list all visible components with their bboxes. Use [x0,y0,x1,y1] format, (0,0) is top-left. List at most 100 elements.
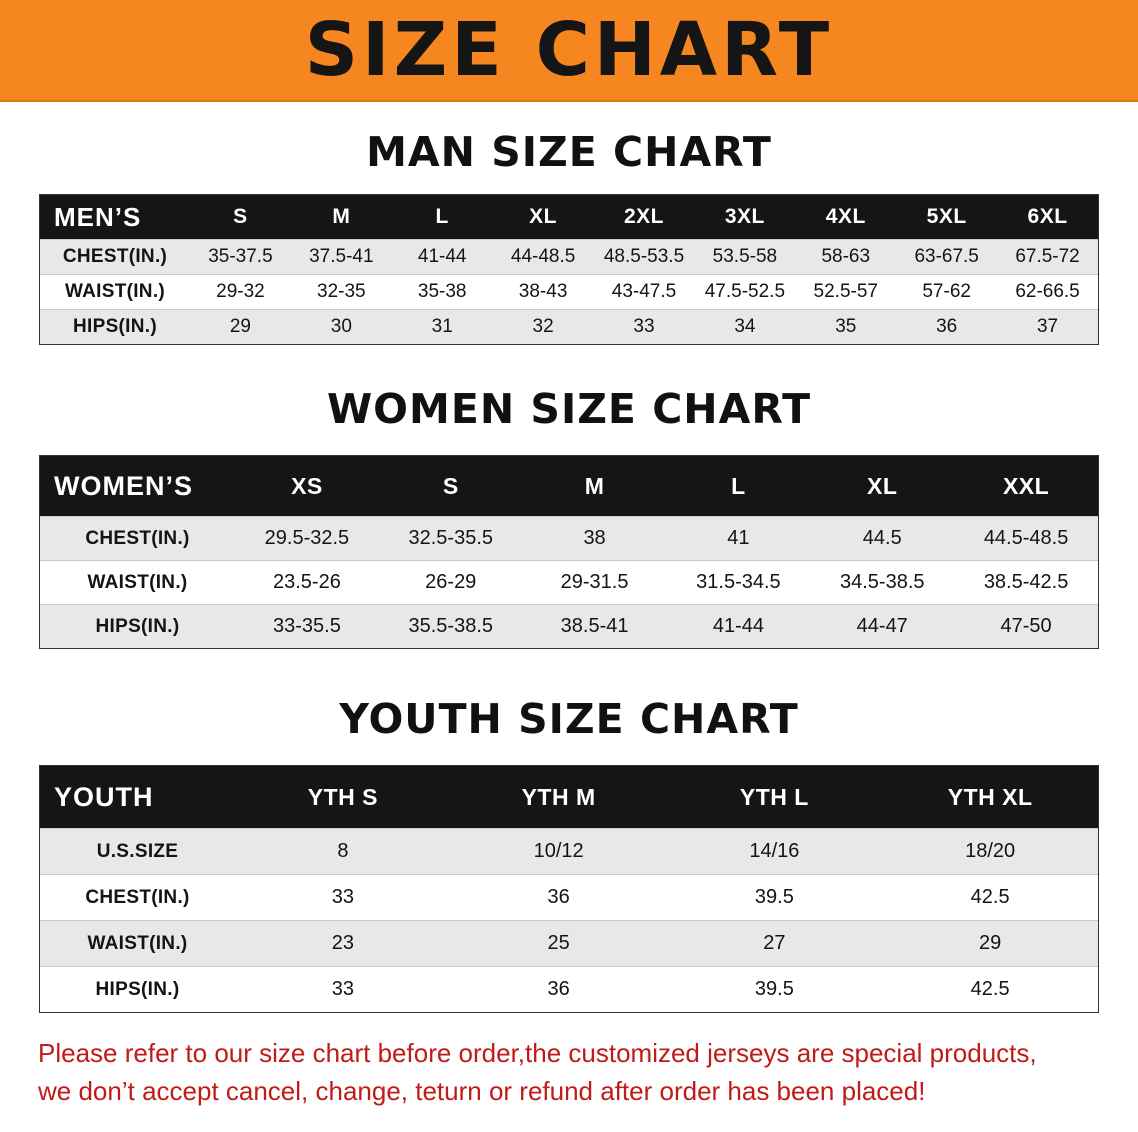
table-header-cell: YOUTH [54,781,154,812]
table-cell: 33-35.5 [272,615,341,637]
order-policy-note: Please refer to our size chart before or… [38,1035,1100,1110]
table-header-cell: XL [529,205,558,228]
order-policy-line-1: Please refer to our size chart before or… [38,1038,1037,1068]
row-label: HIPS(IN.) [95,615,180,637]
table-header-cell: YTH S [307,783,378,810]
table-cell: 26-29 [425,571,477,593]
size-chart-banner: SIZE CHART [0,0,1138,102]
table-header-cell: MEN’S [54,201,142,232]
youth-size-chart-heading: YOUTH SIZE CHART [339,695,799,743]
table-row-chest: CHEST(IN.) 29.5-32.5 32.5-35.5 38 41 44.… [40,516,1098,560]
table-cell: 14/16 [749,840,800,862]
table-cell: 35.5-38.5 [408,615,493,637]
table-row-waist: WAIST(IN.) 23 25 27 29 [40,920,1098,966]
table-cell: 10/12 [533,840,584,862]
table-header-cell: XXL [1002,472,1050,499]
table-cell: 38 [583,527,606,549]
table-row-hips: HIPS(IN.) 33 36 39.5 42.5 [40,966,1098,1012]
table-cell: 57-62 [922,281,971,302]
table-header-cell: 6XL [1027,205,1068,228]
table-row-chest: CHEST(IN.) 35-37.5 37.5-41 41-44 44-48.5… [40,239,1098,274]
table-cell: 37 [1036,316,1059,337]
table-cell: 36 [936,316,958,337]
table-cell: 48.5-53.5 [603,246,685,267]
table-header-cell: L [731,472,746,499]
table-cell: 34.5-38.5 [839,571,925,593]
mens-table-header-row: MEN’S S M L XL 2XL 3XL 4XL 5XL 6XL [40,195,1098,239]
table-cell: 29.5-32.5 [264,527,350,549]
table-header-cell: YTH L [739,783,809,810]
table-cell: 29-31.5 [560,571,629,593]
table-row-waist: WAIST(IN.) 23.5-26 26-29 29-31.5 31.5-34… [40,560,1098,604]
table-cell: 58-63 [821,246,871,267]
row-label: CHEST(IN.) [62,246,168,267]
table-cell: 32.5-35.5 [408,527,493,549]
table-cell: 38.5-41 [560,615,629,637]
table-cell: 36 [547,978,570,1000]
table-cell: 29 [979,932,1002,954]
table-cell: 47.5-52.5 [704,281,786,302]
table-cell: 39.5 [754,886,794,908]
table-header-cell: XL [867,472,898,499]
table-row-chest: CHEST(IN.) 33 36 39.5 42.5 [40,874,1098,920]
table-header-cell: YTH XL [947,783,1033,810]
table-cell: 53.5-58 [712,246,778,267]
mens-size-table: MEN’S S M L XL 2XL 3XL 4XL 5XL 6XL CHEST… [39,194,1099,345]
table-cell: 44.5 [862,527,902,549]
table-header-cell: 5XL [926,205,967,228]
table-cell: 31.5-34.5 [696,571,781,593]
page-title: SIZE CHART [304,7,834,93]
order-policy-line-2: we don’t accept cancel, change, teturn o… [38,1075,926,1106]
table-cell: 23.5-26 [272,571,341,593]
table-header-cell: XS [291,472,323,499]
table-header-cell: WOMEN’S [54,470,193,501]
table-cell: 44-48.5 [510,246,576,267]
table-cell: 41-44 [417,246,467,267]
table-cell: 35 [835,316,857,337]
table-cell: 31 [431,316,453,337]
table-cell: 25 [547,932,570,954]
table-header-cell: L [435,205,449,228]
table-cell: 29-32 [216,281,265,302]
table-cell: 27 [763,932,786,954]
table-cell: 37.5-41 [309,246,374,267]
table-cell: 62-66.5 [1015,281,1080,302]
table-cell: 38.5-42.5 [983,571,1069,593]
table-cell: 35-38 [417,281,467,302]
table-row-waist: WAIST(IN.) 29-32 32-35 35-38 38-43 43-47… [40,274,1098,309]
table-header-cell: S [233,205,248,228]
table-cell: 34 [734,316,756,337]
youth-size-table: YOUTH YTH S YTH M YTH L YTH XL U.S.SIZE … [39,765,1099,1013]
table-cell: 35-37.5 [208,246,273,267]
table-cell: 32 [532,316,554,337]
table-cell: 32-35 [317,281,366,302]
table-cell: 44.5-48.5 [983,527,1069,549]
row-label: U.S.SIZE [96,840,179,862]
table-cell: 43-47.5 [611,281,677,302]
table-cell: 42.5 [970,978,1010,1000]
table-row-us-size: U.S.SIZE 8 10/12 14/16 18/20 [40,828,1098,874]
row-label: WAIST(IN.) [87,932,188,954]
table-row-hips: HIPS(IN.) 33-35.5 35.5-38.5 38.5-41 41-4… [40,604,1098,648]
table-cell: 67.5-72 [1015,246,1080,267]
table-cell: 18/20 [965,840,1016,862]
women-size-chart-heading: WOMEN SIZE CHART [326,385,812,433]
table-cell: 23 [331,932,354,954]
table-cell: 33 [331,978,354,1000]
table-cell: 41-44 [712,615,764,637]
table-header-cell: YTH M [521,783,596,810]
table-cell: 30 [330,316,352,337]
row-label: CHEST(IN.) [85,527,190,549]
table-header-cell: M [584,472,605,499]
table-cell: 36 [547,886,570,908]
row-label: WAIST(IN.) [64,281,166,302]
table-header-cell: 2XL [623,205,664,228]
row-label: WAIST(IN.) [87,571,188,593]
table-header-cell: S [442,472,459,499]
womens-table-header-row: WOMEN’S XS S M L XL XXL [40,456,1098,516]
table-cell: 47-50 [1000,615,1052,637]
womens-size-table: WOMEN’S XS S M L XL XXL CHEST(IN.) 29.5-… [39,455,1099,649]
table-header-cell: 4XL [825,205,866,228]
row-label: CHEST(IN.) [85,886,190,908]
table-cell: 41 [727,527,750,549]
